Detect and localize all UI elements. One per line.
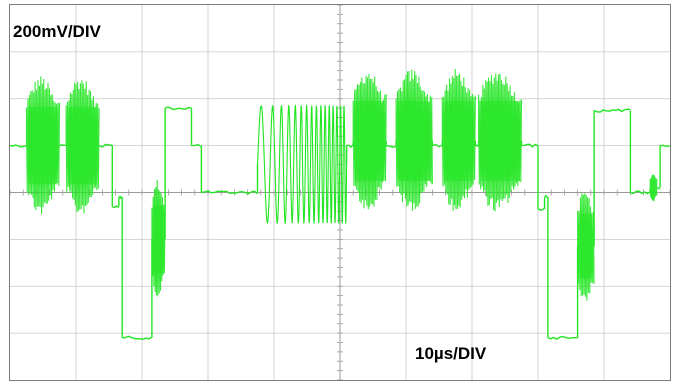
trace-segment-level	[656, 187, 661, 190]
trace-burst-core	[480, 100, 520, 181]
vertical-scale-label: 200mV/DIV	[13, 22, 102, 41]
trace-segment-sweep	[256, 104, 348, 225]
trace-segment-level	[122, 335, 153, 341]
trace-segment-level	[9, 144, 27, 148]
trace	[9, 68, 671, 341]
trace-burst-core	[579, 214, 593, 279]
trace-segment-level	[98, 143, 113, 148]
trace-segment-level	[386, 144, 397, 148]
trace-segment-level	[547, 335, 578, 341]
trace-segment-level	[59, 144, 67, 147]
trace-burst-core	[652, 180, 655, 196]
trace-burst-core	[444, 100, 474, 181]
trace-burst-core	[355, 100, 385, 181]
trace-segment-level	[593, 108, 605, 113]
trace-segment-level	[201, 190, 215, 194]
trace-segment-level	[630, 190, 651, 195]
trace-segment-level	[191, 143, 202, 148]
trace-segment-level	[346, 144, 354, 149]
horizontal-scale-label: 10µs/DIV	[415, 344, 487, 363]
trace-segment-level	[537, 207, 546, 211]
trace-segment-level	[660, 144, 671, 148]
trace-segment-level	[112, 205, 120, 209]
trace-segment-level	[521, 143, 539, 148]
trace-segment-level	[214, 190, 258, 195]
trace-burst-core	[68, 106, 98, 185]
trace-burst-core	[28, 106, 58, 185]
trace-burst-core	[398, 100, 431, 181]
trace-segment-level	[432, 143, 443, 148]
trace-segment-burst	[577, 193, 595, 301]
trace-burst-core	[153, 205, 164, 273]
trace-segment-level	[164, 106, 192, 111]
trace-segment-level	[603, 108, 631, 113]
